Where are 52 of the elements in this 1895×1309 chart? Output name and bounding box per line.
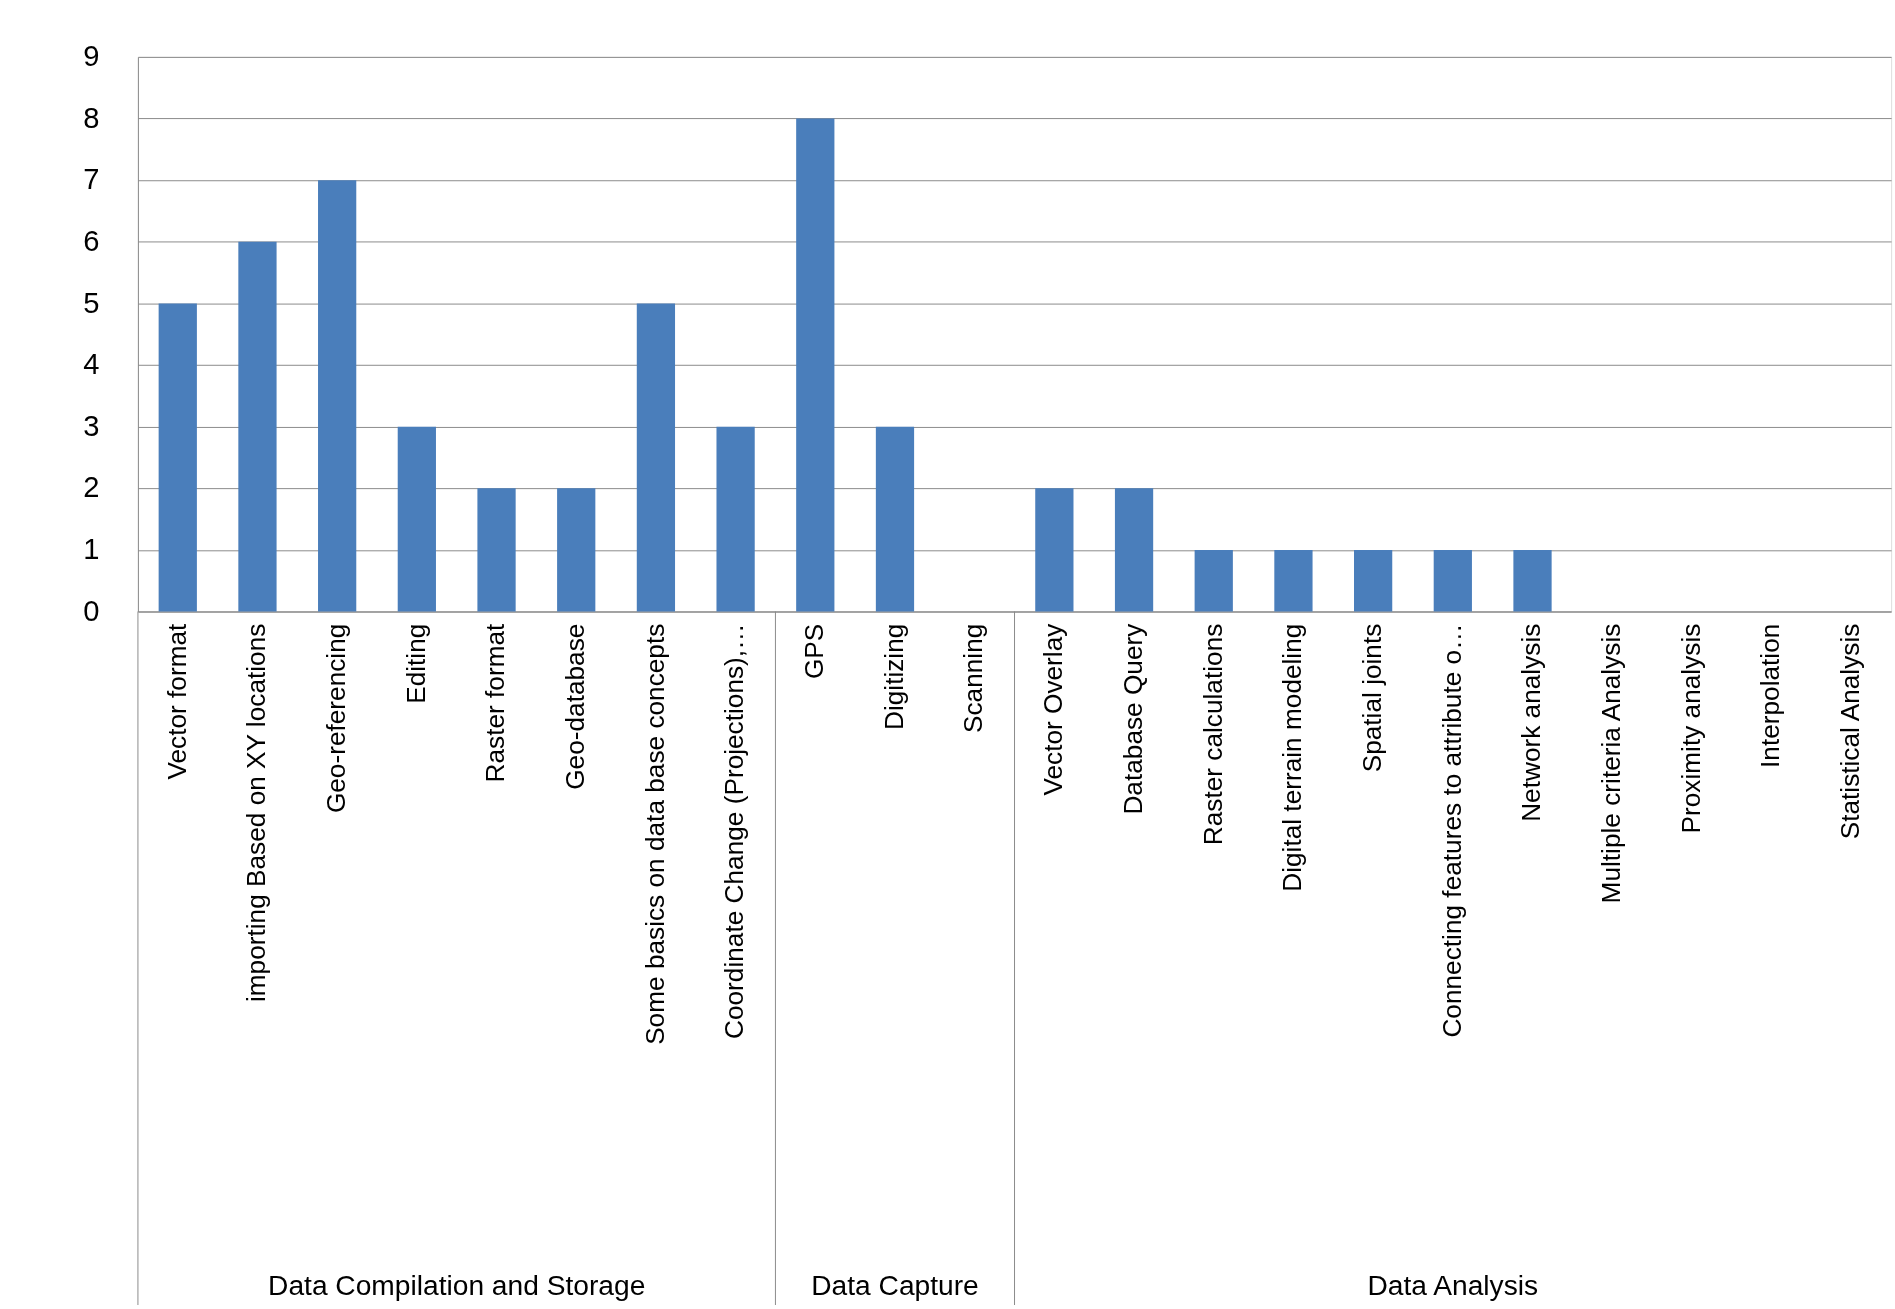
bar [1035, 488, 1074, 612]
x-tick-label: Statistical Analysis [1835, 623, 1866, 840]
bar [1114, 488, 1154, 612]
x-tick-label: Editing [400, 623, 431, 704]
x-tick-label: Interpolation [1755, 623, 1786, 768]
x-tick-label: Multiple criteria Analysis [1595, 623, 1626, 904]
x-tick-label: Raster format [480, 622, 511, 783]
y-tick-label: 5 [83, 286, 100, 319]
x-tick-label: Database Query [1117, 622, 1148, 815]
y-tick-label: 4 [83, 348, 100, 381]
x-tick-label: GPS [799, 623, 830, 680]
bar [875, 426, 915, 612]
y-tick-label: 3 [83, 409, 100, 442]
x-tick-label: Vector format [161, 622, 192, 780]
x-tick-label: Scanning [958, 623, 989, 733]
x-tick-label: Vector Overlay [1038, 622, 1069, 796]
bar [158, 303, 197, 612]
x-tick-label: Some basics on data base concepts [639, 623, 670, 1045]
bar [636, 303, 676, 612]
x-tick-label: Proximity analysis [1675, 623, 1706, 834]
bar [477, 488, 516, 612]
x-tick-label: Connecting features to attribute o… [1436, 623, 1467, 1038]
y-tick-label: 0 [83, 594, 100, 627]
x-tick-label: Digital terrain modeling [1277, 623, 1308, 892]
x-tick-label: Geo-referencing [320, 623, 351, 814]
text: Data Compilation and Storage [268, 1270, 646, 1302]
x-tick-label: Digitizing [878, 623, 909, 731]
bar [1354, 549, 1393, 612]
text: Data Capture [811, 1270, 979, 1302]
bar [1433, 549, 1472, 612]
x-tick-label: importing Based on XY locations [241, 623, 272, 1003]
x-tick-label: Geo-database [559, 623, 590, 790]
y-tick-label: 2 [83, 471, 100, 504]
y-tick-label: 8 [83, 101, 100, 134]
y-tick-label: 7 [83, 163, 100, 196]
x-tick-label: Raster calculations [1197, 623, 1228, 846]
bar [557, 488, 596, 612]
x-tick-label: Coordinate Change (Projections),… [719, 623, 750, 1039]
y-tick-label: 1 [83, 533, 100, 566]
bar [238, 241, 277, 612]
y-tick-label: 6 [83, 224, 100, 257]
text: Data Analysis [1367, 1270, 1539, 1302]
bar [318, 180, 357, 612]
x-tick-label: Network analysis [1516, 623, 1547, 822]
bar [1274, 549, 1313, 612]
y-tick-label: 9 [83, 40, 100, 73]
bar [397, 426, 436, 612]
bar [796, 118, 835, 612]
bar [716, 426, 755, 612]
bar [1194, 549, 1233, 612]
x-tick-label: Spatial joints [1356, 623, 1387, 773]
bar [1513, 549, 1552, 612]
